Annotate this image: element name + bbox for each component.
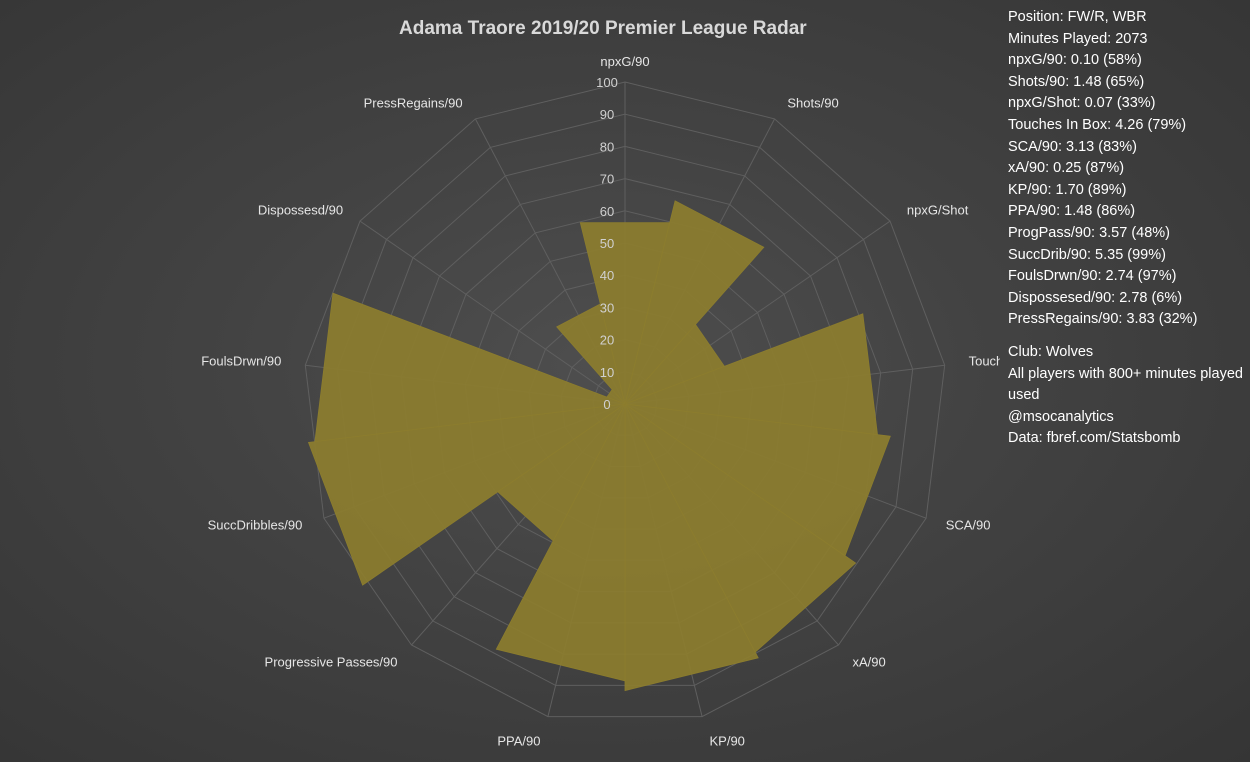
radial-tick-label: 80 <box>600 139 614 154</box>
category-labels: npxG/90 Shots/90 npxG/Shot Touches In Box SC… <box>201 54 1000 749</box>
radar-area <box>307 200 891 692</box>
category-label: xA/90 <box>853 655 886 670</box>
radial-tick-label: 0 <box>603 397 610 412</box>
category-label: FoulsDrwn/90 <box>201 354 281 369</box>
category-label: Shots/90 <box>787 96 838 111</box>
radar-sector <box>314 292 626 443</box>
grid-spoke <box>359 220 626 405</box>
radial-tick-label: 20 <box>600 333 614 348</box>
chart-title: Adama Traore 2019/20 Premier League Rada… <box>399 18 807 39</box>
category-label: SCA/90 <box>946 517 991 532</box>
info-line: Touches In Box: 4.26 (79%) <box>1008 116 1187 133</box>
radial-tick-label: 10 <box>600 365 614 380</box>
info-line: Shots/90: 1.48 (65%) <box>1008 73 1145 90</box>
info-line: ProgPass/90: 3.57 (48%) <box>1008 224 1171 241</box>
grid-ring <box>304 81 946 718</box>
category-label: PPA/90 <box>497 734 540 749</box>
info-line: FoulsDrwn/90: 2.74 (97%) <box>1008 268 1177 285</box>
radial-tick-label: 90 <box>600 107 614 122</box>
radial-tick-label: 40 <box>600 268 614 283</box>
info-line: KP/90: 1.70 (89%) <box>1008 181 1127 198</box>
category-label: npxG/Shot <box>907 203 969 218</box>
info-line: SuccDrib/90: 5.35 (99%) <box>1008 246 1166 263</box>
radial-tick-label: 60 <box>600 204 614 219</box>
category-label: npxG/90 <box>600 54 649 69</box>
info-line: npxG/Shot: 0.07 (33%) <box>1008 95 1156 112</box>
info-line: PressRegains/90: 3.83 (32%) <box>1008 311 1198 328</box>
category-label: SuccDribbles/90 <box>208 517 303 532</box>
info-handle: @msocanalytics <box>1008 408 1114 425</box>
info-club: Club: Wolves <box>1008 343 1094 360</box>
category-label: Progressive Passes/90 <box>265 655 398 670</box>
info-line: Position: FW/R, WBR <box>1008 9 1147 25</box>
radial-tick-label: 70 <box>600 172 614 187</box>
info-note: All players with 800+ minutes played use… <box>1008 365 1243 404</box>
radar-sector <box>556 303 626 405</box>
info-line: Minutes Played: 2073 <box>1008 30 1148 47</box>
info-line: SCA/90: 3.13 (83%) <box>1008 138 1137 155</box>
info-stat-lines: Position: FW/R, WBR Minutes Played: 2073 n… <box>1008 7 1244 331</box>
radar-chart: 0102030405060708090100npxG/90Shots/90npx… <box>201 54 1000 749</box>
info-line: Dispossesed/90: 2.78 (6%) <box>1008 289 1183 306</box>
radial-tick-label: 100 <box>596 75 618 90</box>
radial-tick-label: 50 <box>600 236 614 251</box>
info-source: Data: fbref.com/Statsbomb <box>1008 430 1181 447</box>
radial-tick-labels: 0 10 20 30 40 50 60 70 80 90 100 <box>596 75 618 412</box>
category-label: Touches In Box <box>969 354 1000 369</box>
info-panel: Position: FW/R, WBR Minutes Played: 2073 n… <box>1008 7 1244 450</box>
info-line: xA/90: 0.25 (87%) <box>1008 160 1125 177</box>
info-line: npxG/90: 0.10 (58%) <box>1008 52 1142 69</box>
info-line: PPA/90: 1.48 (86%) <box>1008 203 1136 220</box>
category-label: KP/90 <box>710 734 745 749</box>
category-label: Dispossesd/90 <box>258 203 343 218</box>
radial-tick-label: 30 <box>600 300 614 315</box>
category-label: PressRegains/90 <box>364 96 463 111</box>
